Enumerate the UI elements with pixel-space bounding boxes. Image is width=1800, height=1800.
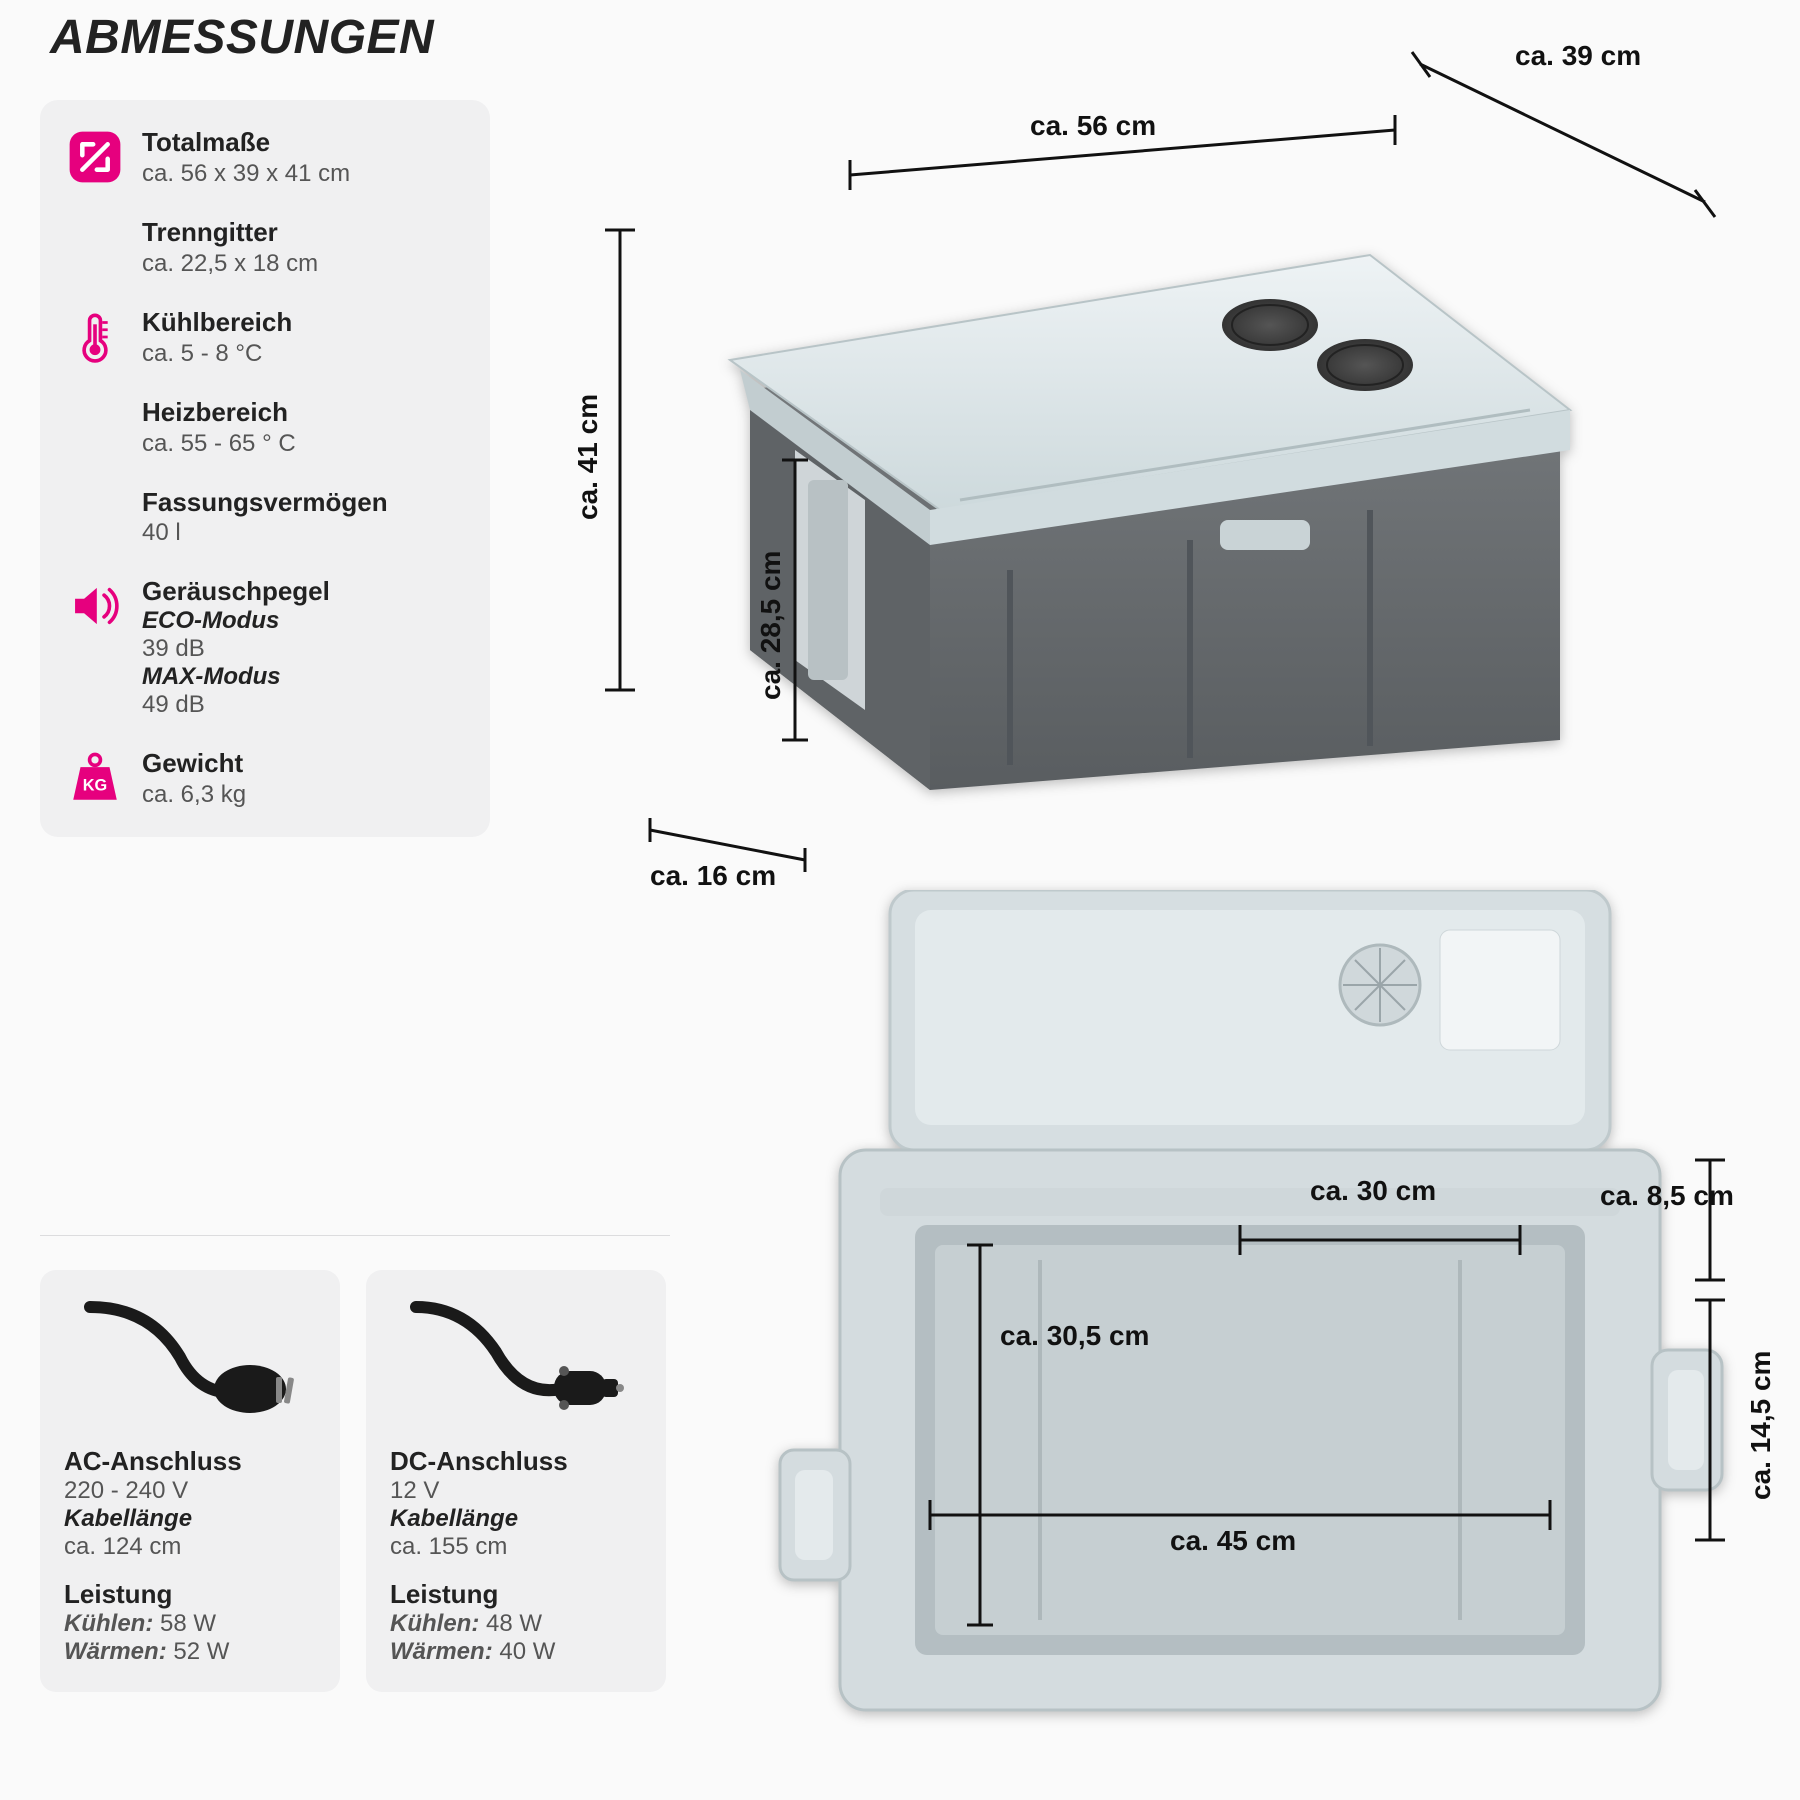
weight-icon: KG (66, 749, 124, 807)
page-title: ABMESSUNGEN (50, 10, 434, 65)
spec-value: ca. 6,3 kg (142, 781, 246, 809)
spec-value: ca. 5 - 8 °C (142, 340, 292, 368)
power-power-label: Leistung (64, 1579, 316, 1610)
spec-value: 49 dB (142, 691, 330, 719)
power-warm-label: Wärmen: (390, 1638, 493, 1665)
dim-width: ca. 56 cm (1030, 110, 1156, 142)
spec-value: 40 l (142, 519, 388, 547)
spec-row: KG Gewicht ca. 6,3 kg (66, 749, 462, 809)
power-title: AC-Anschluss (64, 1446, 316, 1477)
ac-panel: AC-Anschluss 220 - 240 V Kabellänge ca. … (40, 1270, 340, 1692)
resize-icon (66, 128, 124, 186)
spec-row: Trenngitter ca. 22,5 x 18 cm (66, 218, 462, 278)
spec-sublabel: ECO-Modus (142, 607, 330, 635)
spec-row: Totalmaße ca. 56 x 39 x 41 cm (66, 128, 462, 188)
spec-value: ca. 55 - 65 ° C (142, 430, 296, 458)
power-warm: 52 W (173, 1638, 229, 1665)
spec-row: Kühlbereich ca. 5 - 8 °C (66, 308, 462, 368)
spec-row: Geräuschpegel ECO-Modus 39 dB MAX-Modus … (66, 577, 462, 719)
spec-row: Heizbereich ca. 55 - 65 ° C (66, 398, 462, 458)
ac-plug-icon (64, 1292, 316, 1432)
dim-handle-h: ca. 28,5 cm (755, 551, 787, 700)
spec-label: Gewicht (142, 749, 246, 779)
spec-sublabel: MAX-Modus (142, 663, 330, 691)
spec-label: Totalmaße (142, 128, 350, 158)
power-cable: ca. 124 cm (64, 1533, 316, 1561)
dim-body-d: ca. 14,5 cm (1745, 1351, 1777, 1500)
dim-lid-d: ca. 8,5 cm (1600, 1180, 1734, 1212)
dim-inner-w: ca. 45 cm (1170, 1525, 1296, 1557)
svg-text:KG: KG (83, 777, 107, 795)
spec-label: Heizbereich (142, 398, 296, 428)
product-area: ca. 56 cm ca. 39 cm ca. 41 cm ca. 28,5 c… (510, 20, 1780, 1800)
spec-value: 39 dB (142, 635, 330, 663)
dim-rim-w: ca. 30 cm (1310, 1175, 1436, 1207)
spec-panel: Totalmaße ca. 56 x 39 x 41 cm Trenngitte… (40, 100, 490, 837)
spec-label: Fassungsvermögen (142, 488, 388, 518)
power-cool-label: Kühlen: (390, 1610, 479, 1637)
dim-depth: ca. 39 cm (1515, 40, 1641, 72)
spec-label: Trenngitter (142, 218, 318, 248)
spec-value: ca. 56 x 39 x 41 cm (142, 160, 350, 188)
power-warm-label: Wärmen: (64, 1638, 167, 1665)
dim-inner-d: ca. 30,5 cm (1000, 1320, 1149, 1352)
dim-height: ca. 41 cm (572, 394, 604, 520)
dim-handle-w: ca. 16 cm (650, 860, 776, 892)
power-cool: 58 W (160, 1610, 216, 1637)
thermometer-icon (66, 308, 124, 366)
product-open (740, 890, 1740, 1760)
spec-label: Kühlbereich (142, 308, 292, 338)
power-cable-label: Kabellänge (64, 1505, 316, 1533)
spec-value: ca. 22,5 x 18 cm (142, 250, 318, 278)
power-cool-label: Kühlen: (64, 1610, 153, 1637)
spec-label: Geräuschpegel (142, 577, 330, 607)
spec-row: Fassungsvermögen 40 l (66, 488, 462, 548)
power-voltage: 220 - 240 V (64, 1477, 316, 1505)
speaker-icon (66, 577, 124, 635)
